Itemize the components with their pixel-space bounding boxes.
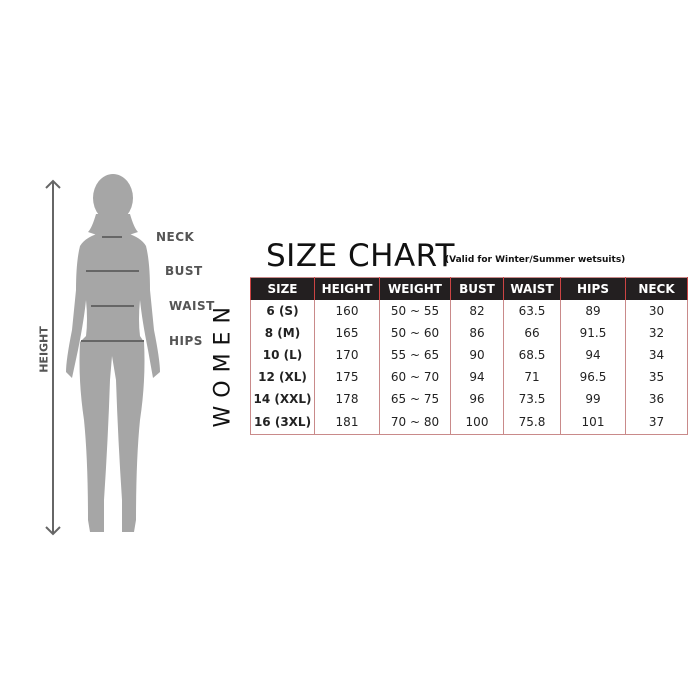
value-cell: 34 <box>625 344 688 366</box>
column-header: WAIST <box>503 277 561 300</box>
value-cell: 36 <box>625 388 688 410</box>
value-cell: 37 <box>625 410 688 435</box>
waist-label: WAIST <box>169 299 215 313</box>
size-cell: 12 (XL) <box>250 366 315 388</box>
value-cell: 63.5 <box>503 300 561 322</box>
column-header: WEIGHT <box>379 277 451 300</box>
table-row: 12 (XL) 175 60 ~ 70 94 71 96.5 35 <box>250 366 688 388</box>
column-header: NECK <box>625 277 688 300</box>
table-row: 14 (XXL) 178 65 ~ 75 96 73.5 99 36 <box>250 388 688 410</box>
value-cell: 160 <box>314 300 380 322</box>
table-row: 10 (L) 170 55 ~ 65 90 68.5 94 34 <box>250 344 688 366</box>
size-cell: 10 (L) <box>250 344 315 366</box>
size-table: SIZE HEIGHT WEIGHT BUST WAIST HIPS NECK 6 (S) 1… <box>250 277 688 435</box>
table-row: 8 (M) 165 50 ~ 60 86 66 91.5 32 <box>250 322 688 344</box>
table-row: 16 (3XL) 181 70 ~ 80 100 75.8 101 37 <box>250 410 688 435</box>
column-header: BUST <box>450 277 504 300</box>
value-cell: 71 <box>503 366 561 388</box>
value-cell: 101 <box>560 410 626 435</box>
value-cell: 94 <box>450 366 504 388</box>
value-cell: 73.5 <box>503 388 561 410</box>
value-cell: 178 <box>314 388 380 410</box>
value-cell: 65 ~ 75 <box>379 388 451 410</box>
height-label: HEIGHT <box>37 326 51 373</box>
value-cell: 50 ~ 55 <box>379 300 451 322</box>
value-cell: 75.8 <box>503 410 561 435</box>
height-arrow <box>45 179 61 536</box>
bust-label: BUST <box>165 264 203 278</box>
value-cell: 55 ~ 65 <box>379 344 451 366</box>
value-cell: 30 <box>625 300 688 322</box>
column-header: HIPS <box>560 277 626 300</box>
value-cell: 96 <box>450 388 504 410</box>
value-cell: 181 <box>314 410 380 435</box>
value-cell: 96.5 <box>560 366 626 388</box>
value-cell: 70 ~ 80 <box>379 410 451 435</box>
neck-label: NECK <box>156 230 195 244</box>
table-row: 6 (S) 160 50 ~ 55 82 63.5 89 30 <box>250 300 688 322</box>
value-cell: 91.5 <box>560 322 626 344</box>
hips-label: HIPS <box>169 334 203 348</box>
value-cell: 82 <box>450 300 504 322</box>
value-cell: 50 ~ 60 <box>379 322 451 344</box>
value-cell: 99 <box>560 388 626 410</box>
value-cell: 86 <box>450 322 504 344</box>
chart-subtitle: (Valid for Winter/Summer wetsuits) <box>445 255 626 265</box>
value-cell: 175 <box>314 366 380 388</box>
chart-title: SIZE CHART <box>266 238 455 274</box>
size-cell: 6 (S) <box>250 300 315 322</box>
column-header: SIZE <box>250 277 315 300</box>
value-cell: 90 <box>450 344 504 366</box>
column-header: HEIGHT <box>314 277 380 300</box>
value-cell: 89 <box>560 300 626 322</box>
value-cell: 68.5 <box>503 344 561 366</box>
size-cell: 14 (XXL) <box>250 388 315 410</box>
group-label: WOMEN <box>210 299 236 428</box>
value-cell: 170 <box>314 344 380 366</box>
body-silhouette <box>45 174 160 536</box>
value-cell: 35 <box>625 366 688 388</box>
value-cell: 66 <box>503 322 561 344</box>
value-cell: 165 <box>314 322 380 344</box>
value-cell: 94 <box>560 344 626 366</box>
size-cell: 16 (3XL) <box>250 410 315 435</box>
value-cell: 32 <box>625 322 688 344</box>
size-cell: 8 (M) <box>250 322 315 344</box>
value-cell: 100 <box>450 410 504 435</box>
value-cell: 60 ~ 70 <box>379 366 451 388</box>
